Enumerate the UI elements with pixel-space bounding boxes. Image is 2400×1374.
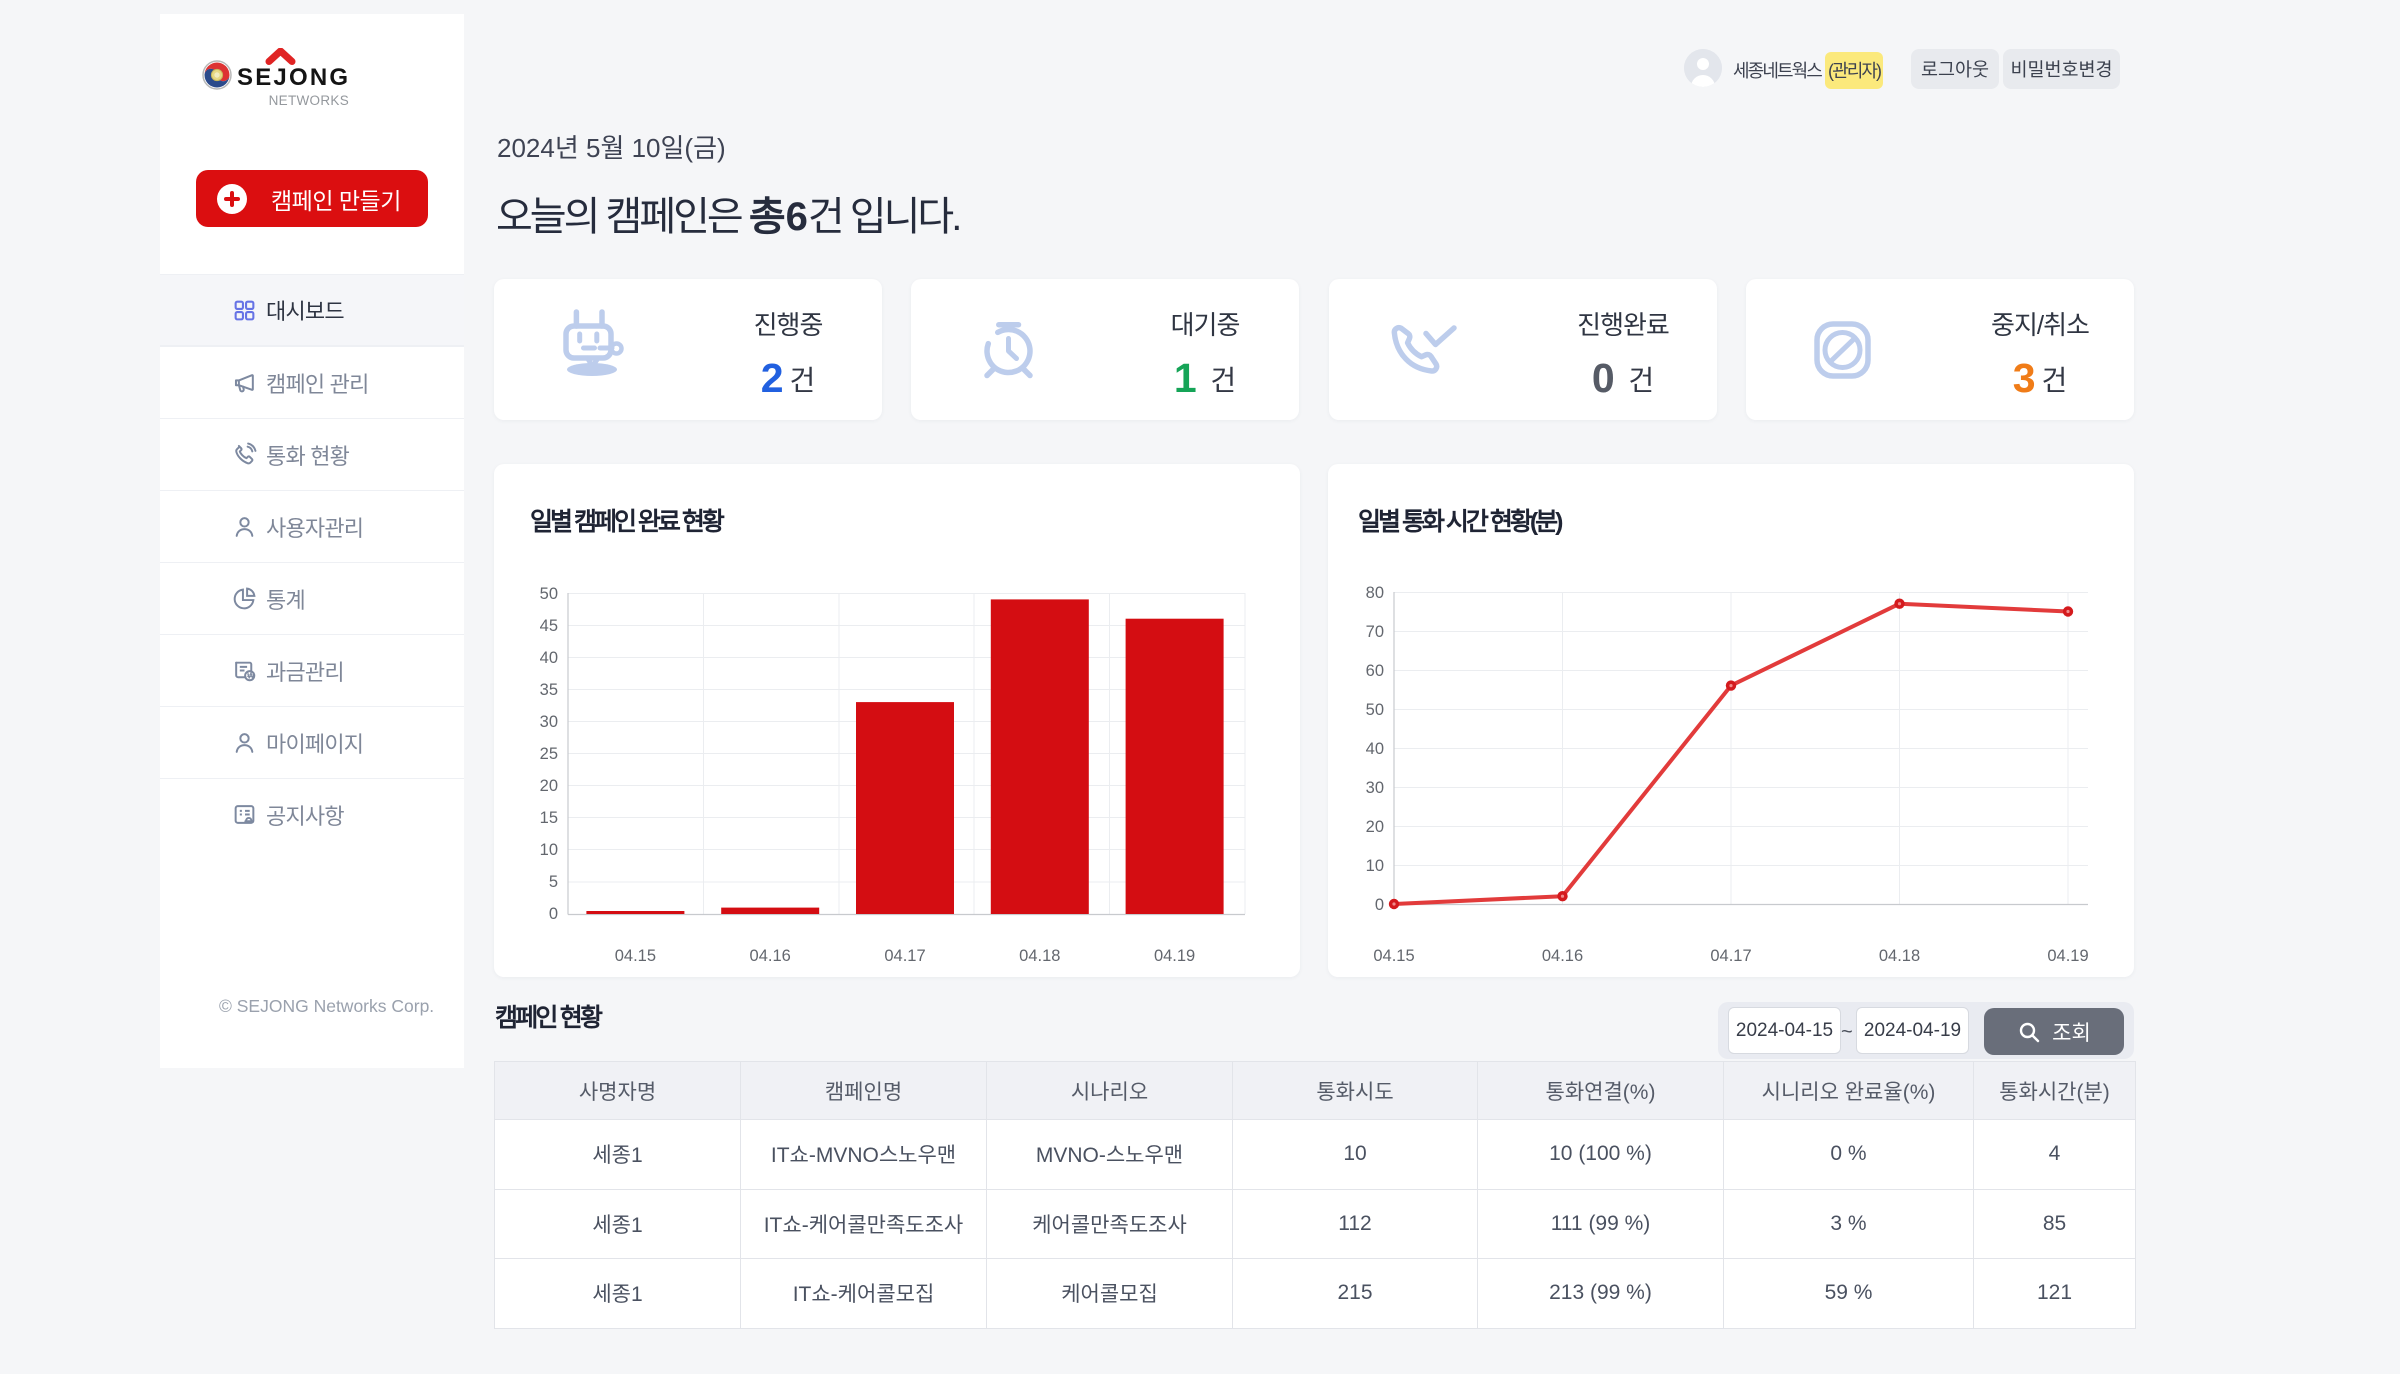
svg-text:04.19: 04.19 [2047, 947, 2088, 965]
svg-text:25: 25 [540, 745, 558, 763]
svg-text:0: 0 [1375, 896, 1384, 914]
svg-text:20: 20 [540, 777, 558, 795]
svg-text:04.16: 04.16 [1542, 947, 1583, 965]
svg-text:0: 0 [549, 905, 558, 923]
svg-text:35: 35 [540, 681, 558, 699]
svg-text:20: 20 [1366, 818, 1384, 836]
svg-text:40: 40 [540, 649, 558, 667]
svg-text:04.15: 04.15 [1373, 947, 1414, 965]
svg-text:04.15: 04.15 [615, 947, 656, 965]
svg-text:5: 5 [549, 873, 558, 891]
svg-text:04.16: 04.16 [750, 947, 791, 965]
svg-text:50: 50 [1366, 701, 1384, 719]
svg-text:04.17: 04.17 [884, 947, 925, 965]
svg-text:15: 15 [540, 809, 558, 827]
svg-text:50: 50 [540, 585, 558, 603]
svg-text:10: 10 [540, 841, 558, 859]
svg-text:30: 30 [1366, 779, 1384, 797]
svg-text:10: 10 [1366, 857, 1384, 875]
svg-text:₩: ₩ [247, 672, 255, 681]
svg-text:04.17: 04.17 [1710, 947, 1751, 965]
svg-text:45: 45 [540, 617, 558, 635]
svg-text:60: 60 [1366, 662, 1384, 680]
svg-text:30: 30 [540, 713, 558, 731]
svg-text:70: 70 [1366, 623, 1384, 641]
svg-text:04.18: 04.18 [1879, 947, 1920, 965]
svg-text:SEJONG: SEJONG [237, 64, 350, 91]
svg-text:40: 40 [1366, 740, 1384, 758]
svg-text:NETWORKS: NETWORKS [269, 93, 349, 108]
svg-text:04.19: 04.19 [1154, 947, 1195, 965]
svg-text:80: 80 [1366, 584, 1384, 602]
svg-text:04.18: 04.18 [1019, 947, 1060, 965]
